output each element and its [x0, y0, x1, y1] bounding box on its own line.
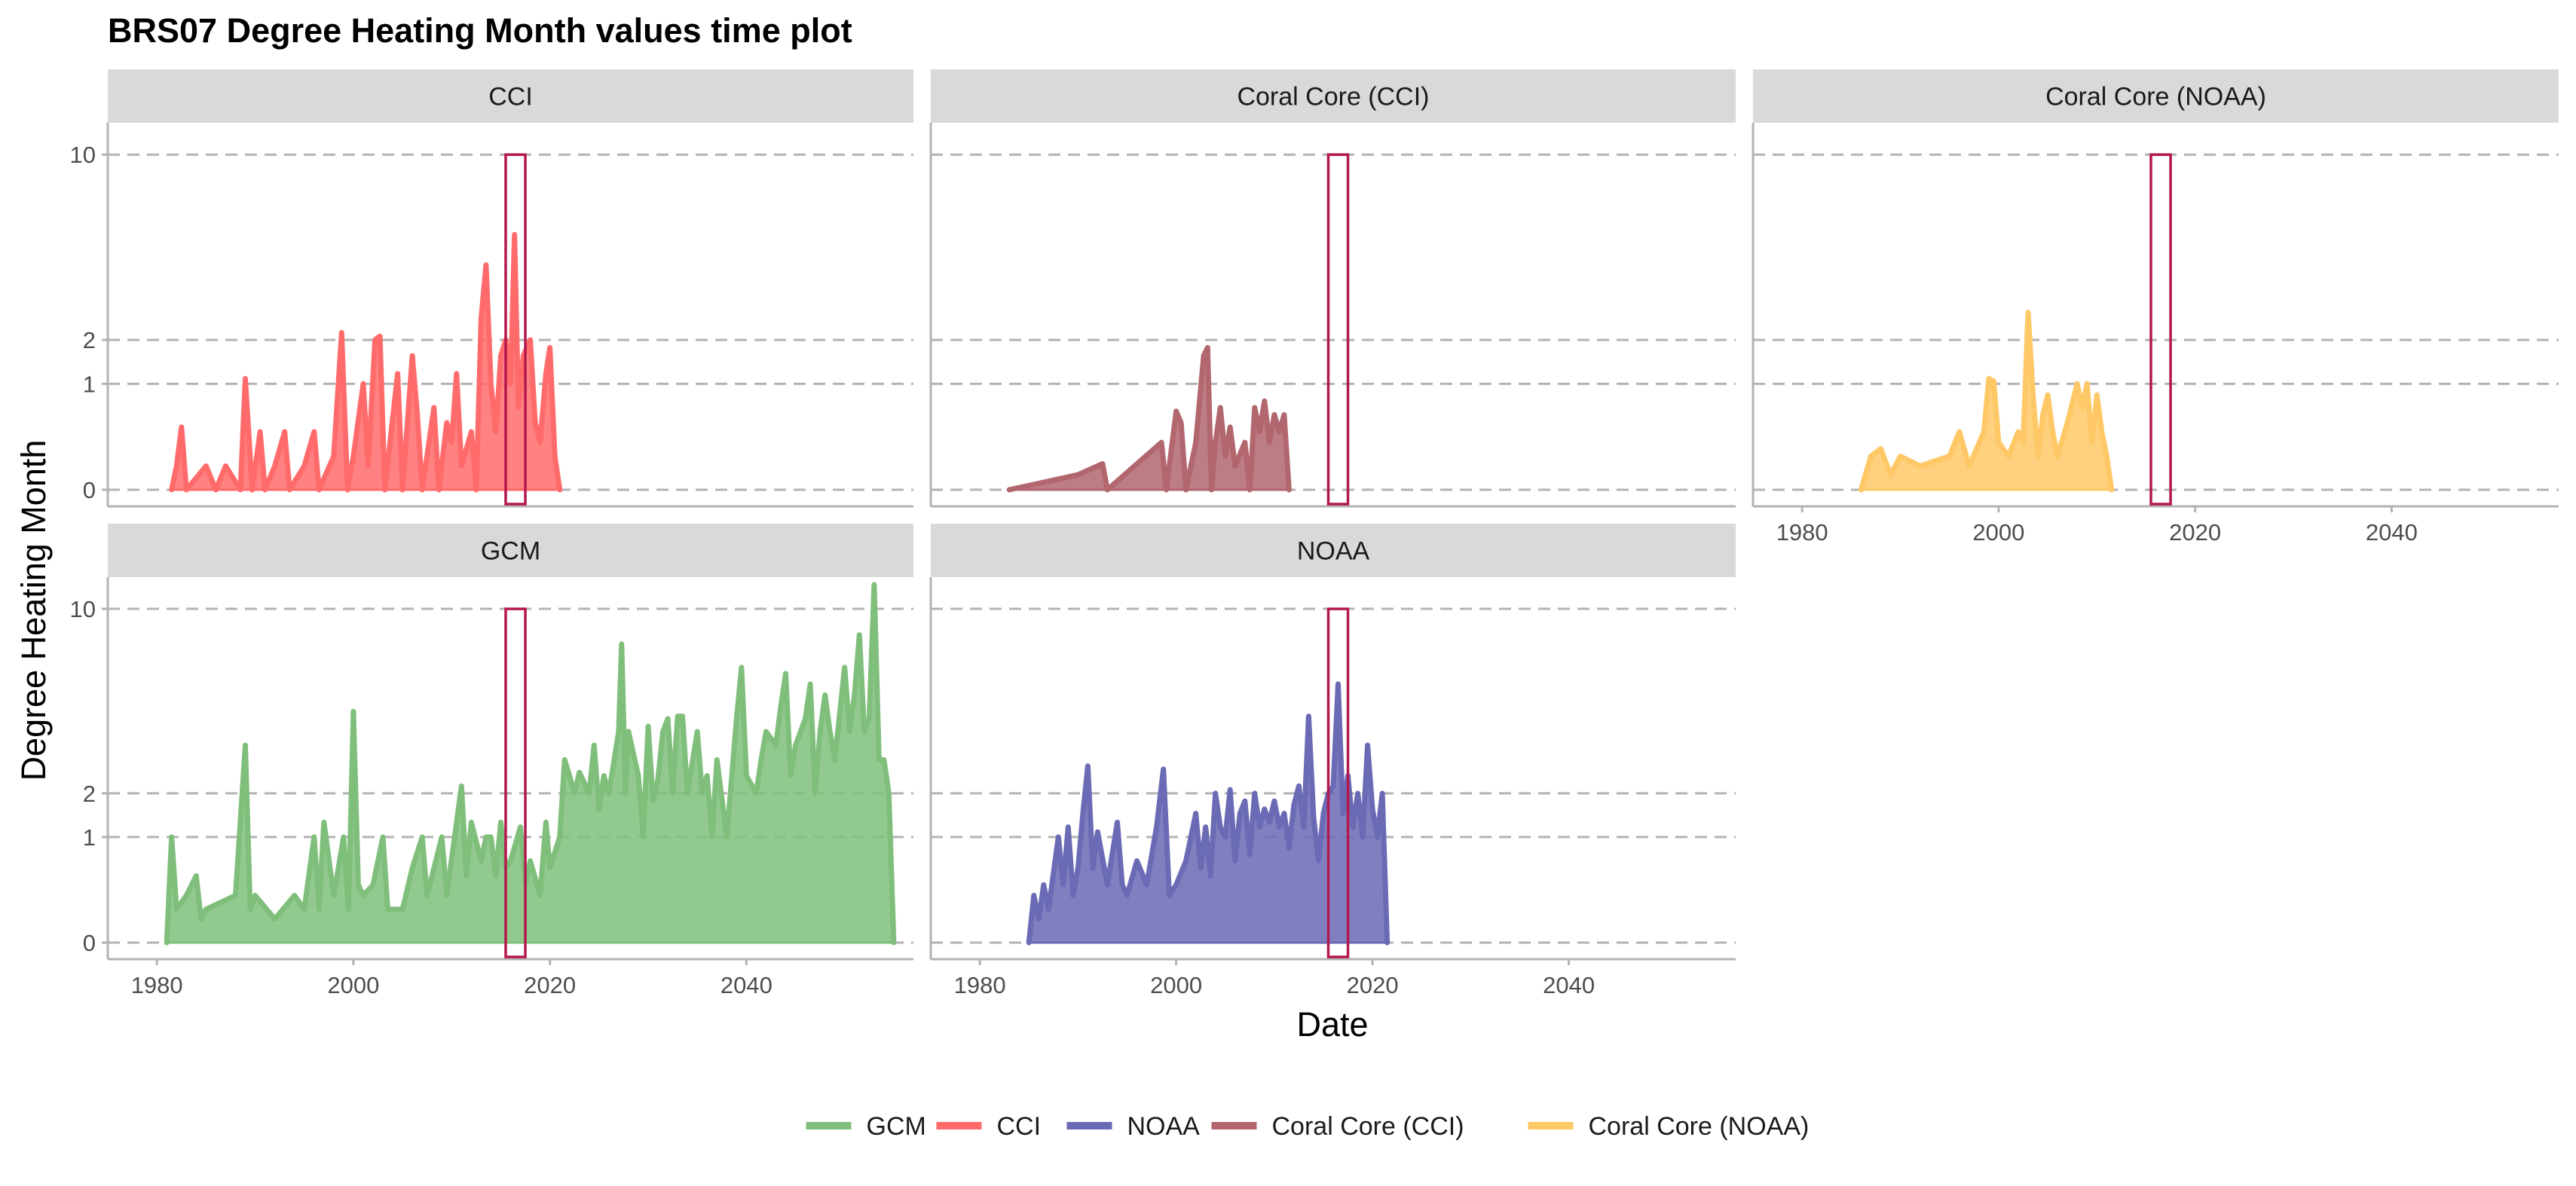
facet-strip: [108, 69, 913, 123]
facet-strip-label: NOAA: [1297, 537, 1370, 566]
highlight-window: [2149, 153, 2172, 506]
x-tick-label: 1980: [1776, 519, 1828, 546]
highlight-window: [1326, 153, 1350, 506]
series-line: [1858, 310, 2115, 493]
facet-strip-label: CCI: [488, 83, 533, 112]
facet-strip-label: Coral Core (CCI): [1237, 83, 1429, 112]
legend: GCM CCI NOAA Coral Core (CCI) Coral Core (NO…: [806, 1112, 1810, 1141]
x-tick-label: 2040: [2366, 519, 2418, 546]
y-tick-label: 10: [70, 596, 96, 622]
legend-label: CCI: [997, 1112, 1042, 1141]
highlight-window: [504, 607, 527, 958]
legend-label: GCM: [867, 1112, 926, 1141]
x-tick-label: 2000: [327, 972, 379, 998]
series-area-gcm: [165, 583, 895, 944]
facet-strip: [931, 69, 1736, 123]
x-tick-label: 2020: [2169, 519, 2221, 546]
y-tick-label: 1: [83, 824, 96, 851]
legend-label: Coral Core (CCI): [1272, 1112, 1464, 1141]
facet-strip: [1753, 69, 2559, 123]
panel-gcm: GCM 0 1 2 10 1980 2000 2020 2040: [70, 524, 913, 998]
x-tick-label: 2000: [1972, 519, 2024, 546]
panel-noaa: NOAA 1980 2000 2020 2040: [929, 524, 1736, 998]
y-tick-label: 1: [83, 371, 96, 397]
panel-coral-core-cci: Coral Core (CCI): [929, 69, 1736, 508]
series-line: [164, 582, 897, 946]
chart-title: BRS07 Degree Heating Month values time p…: [108, 11, 852, 50]
x-tick-label: 1980: [131, 972, 183, 998]
facet-strip-label: GCM: [481, 537, 540, 566]
panel-cci: CCI 0 1 2 10: [70, 69, 913, 508]
series-line: [1026, 681, 1390, 946]
legend-item: Coral Core (CCI): [1211, 1112, 1464, 1141]
y-tick-label: 10: [70, 142, 96, 168]
facet-strip-label: Coral Core (NOAA): [2045, 83, 2266, 112]
legend-item: GCM: [806, 1112, 926, 1141]
y-tick-label: 2: [83, 781, 96, 807]
x-tick-label: 2020: [524, 972, 576, 998]
x-tick-label: 2040: [720, 972, 772, 998]
legend-label: NOAA: [1127, 1112, 1201, 1141]
x-tick-label: 1980: [954, 972, 1006, 998]
legend-item: CCI: [936, 1112, 1042, 1141]
x-axis-title: Date: [1296, 1005, 1368, 1044]
highlight-window: [1326, 607, 1350, 958]
facet-strip: [931, 524, 1736, 577]
legend-label: Coral Core (NOAA): [1589, 1112, 1810, 1141]
y-tick-label: 0: [83, 930, 96, 956]
x-tick-label: 2040: [1543, 972, 1595, 998]
y-axis-title: Degree Heating Month: [14, 440, 53, 781]
y-tick-label: 0: [83, 477, 96, 503]
y-tick-label: 2: [83, 327, 96, 353]
highlight-window: [504, 153, 527, 506]
series-line: [1006, 344, 1292, 493]
panel-coral-core-noaa: Coral Core (NOAA) 1980 2000 2020 2040: [1751, 69, 2559, 546]
facet-strip: [108, 524, 913, 577]
series-line: [169, 231, 563, 493]
x-tick-label: 2000: [1150, 972, 1202, 998]
legend-item: Coral Core (NOAA): [1528, 1112, 1810, 1141]
x-tick-label: 2020: [1347, 972, 1399, 998]
legend-item: NOAA: [1066, 1112, 1201, 1141]
